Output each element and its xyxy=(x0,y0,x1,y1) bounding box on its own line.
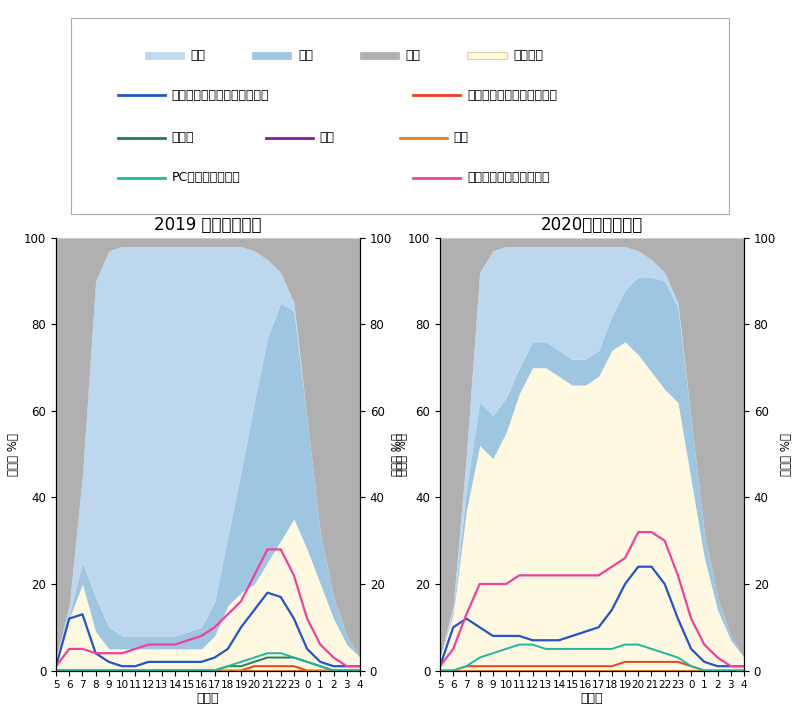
Text: 新聞: 新聞 xyxy=(319,131,334,144)
Y-axis label: （宅外 %）: （宅外 %） xyxy=(396,433,409,476)
Text: ラジオ: ラジオ xyxy=(171,131,194,144)
Text: 雑誌: 雑誌 xyxy=(454,131,469,144)
Y-axis label: （宅内 %）: （宅内 %） xyxy=(7,433,20,476)
Text: 移動: 移動 xyxy=(298,49,313,62)
Text: 外出: 外出 xyxy=(190,49,206,62)
Text: モバイルインターネット: モバイルインターネット xyxy=(467,172,550,185)
Bar xyxy=(360,52,399,59)
Y-axis label: （宅内 %）: （宅内 %） xyxy=(391,433,404,476)
X-axis label: （時）: （時） xyxy=(197,691,219,704)
Text: テレビ（リアルタイム視聴）: テレビ（リアルタイム視聴） xyxy=(171,89,269,102)
Text: テレビ番組の録画再生視聴: テレビ番組の録画再生視聴 xyxy=(467,89,558,102)
Text: 起床在宅: 起床在宅 xyxy=(514,49,543,62)
Text: 睡眠: 睡眠 xyxy=(406,49,421,62)
X-axis label: （時）: （時） xyxy=(581,691,603,704)
Title: 2019 年（高校生）: 2019 年（高校生） xyxy=(154,216,262,234)
Title: 2020年（高校生）: 2020年（高校生） xyxy=(541,216,643,234)
Bar xyxy=(145,52,184,59)
Y-axis label: （宅外 %）: （宅外 %） xyxy=(780,433,793,476)
Text: PCインターネット: PCインターネット xyxy=(171,172,240,185)
Bar xyxy=(467,52,506,59)
Bar xyxy=(252,52,291,59)
